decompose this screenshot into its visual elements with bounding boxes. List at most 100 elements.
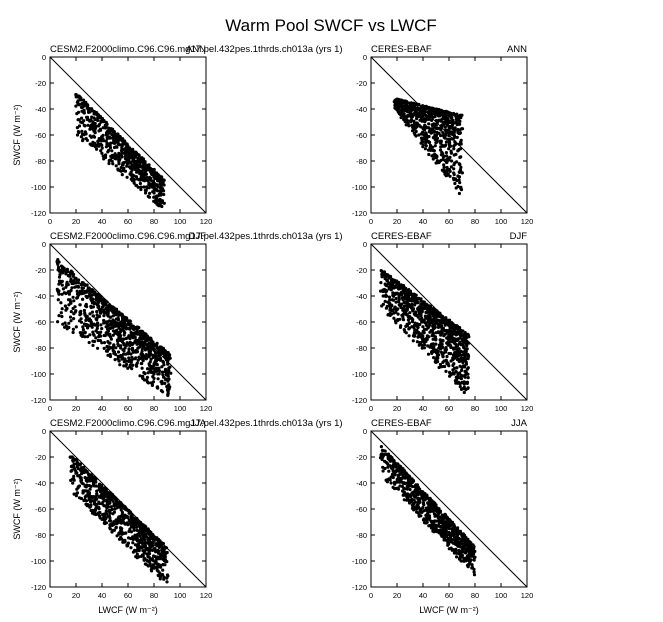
data-point <box>454 142 458 146</box>
data-point <box>99 334 103 338</box>
data-point <box>388 298 392 302</box>
data-point <box>86 503 90 507</box>
data-point <box>159 179 163 183</box>
data-point <box>395 100 399 105</box>
x-tick-label: 120 <box>521 404 534 413</box>
data-point <box>457 162 461 166</box>
x-tick-label: 40 <box>419 591 427 600</box>
data-point <box>106 143 110 147</box>
data-point <box>448 119 452 124</box>
y-tick-label: 0 <box>42 53 46 62</box>
data-point <box>420 112 424 116</box>
data-point <box>144 176 148 180</box>
data-point <box>83 495 87 499</box>
data-point <box>150 182 154 187</box>
x-tick-label: 40 <box>419 217 427 226</box>
data-point <box>86 118 90 122</box>
data-point <box>401 318 406 322</box>
data-point <box>138 177 143 181</box>
data-point <box>412 298 416 302</box>
data-point <box>79 469 83 473</box>
data-point <box>446 335 450 339</box>
data-point <box>78 462 82 466</box>
data-point <box>146 347 150 351</box>
data-point <box>93 323 97 327</box>
data-point <box>161 573 165 577</box>
data-point <box>463 380 468 385</box>
y-tick-label: 0 <box>363 53 367 62</box>
data-point <box>120 530 124 534</box>
data-point <box>401 308 405 312</box>
data-point <box>140 366 144 370</box>
data-point <box>386 300 390 304</box>
data-point <box>122 364 126 368</box>
data-point <box>139 185 143 189</box>
data-point <box>119 346 123 350</box>
data-point <box>457 347 461 351</box>
data-point <box>107 148 111 152</box>
data-point <box>99 323 103 327</box>
data-point <box>68 315 73 319</box>
data-point <box>94 298 98 302</box>
data-point <box>462 545 466 549</box>
data-point <box>466 341 470 345</box>
data-point <box>441 131 445 135</box>
data-point <box>109 127 113 131</box>
data-point <box>429 148 433 152</box>
data-point <box>136 545 140 550</box>
data-point <box>458 333 463 337</box>
data-point <box>459 551 463 555</box>
data-point <box>104 124 108 128</box>
data-point <box>401 297 405 302</box>
data-point <box>447 351 451 356</box>
data-point <box>455 123 459 127</box>
data-point <box>460 127 464 131</box>
data-point <box>117 537 122 541</box>
data-point <box>71 327 75 331</box>
data-point <box>459 188 464 192</box>
data-point <box>461 386 465 391</box>
data-point <box>150 173 154 177</box>
data-point <box>131 324 135 328</box>
data-point <box>454 381 458 385</box>
data-point <box>455 112 459 116</box>
data-point <box>93 507 98 511</box>
season-label: JJA <box>511 418 528 429</box>
data-point <box>100 151 104 155</box>
data-point <box>417 312 421 316</box>
data-point <box>390 298 394 302</box>
data-point <box>455 555 459 559</box>
data-point <box>160 370 164 374</box>
data-point <box>135 341 139 346</box>
data-point <box>453 342 458 346</box>
data-point <box>117 331 121 335</box>
data-point <box>408 111 412 115</box>
data-point <box>109 337 113 341</box>
data-point <box>75 133 80 137</box>
data-point <box>389 278 394 282</box>
data-point <box>449 373 453 377</box>
data-point <box>136 326 140 330</box>
data-point <box>144 172 149 176</box>
data-point <box>150 339 154 343</box>
data-point <box>434 342 438 346</box>
data-point <box>157 354 161 358</box>
data-point <box>139 156 143 160</box>
data-point <box>103 518 107 522</box>
data-point <box>406 110 410 114</box>
data-point <box>444 116 448 120</box>
data-point <box>392 471 396 475</box>
data-point <box>395 480 399 484</box>
data-point <box>459 116 463 120</box>
data-point <box>160 182 164 186</box>
data-point <box>79 320 84 324</box>
data-point <box>454 120 458 124</box>
data-point <box>100 116 104 121</box>
data-point <box>443 125 447 129</box>
data-point <box>385 289 389 293</box>
data-point <box>58 281 62 285</box>
data-point <box>424 141 428 145</box>
data-point <box>153 351 157 355</box>
data-point <box>417 107 421 111</box>
data-point <box>458 168 462 172</box>
